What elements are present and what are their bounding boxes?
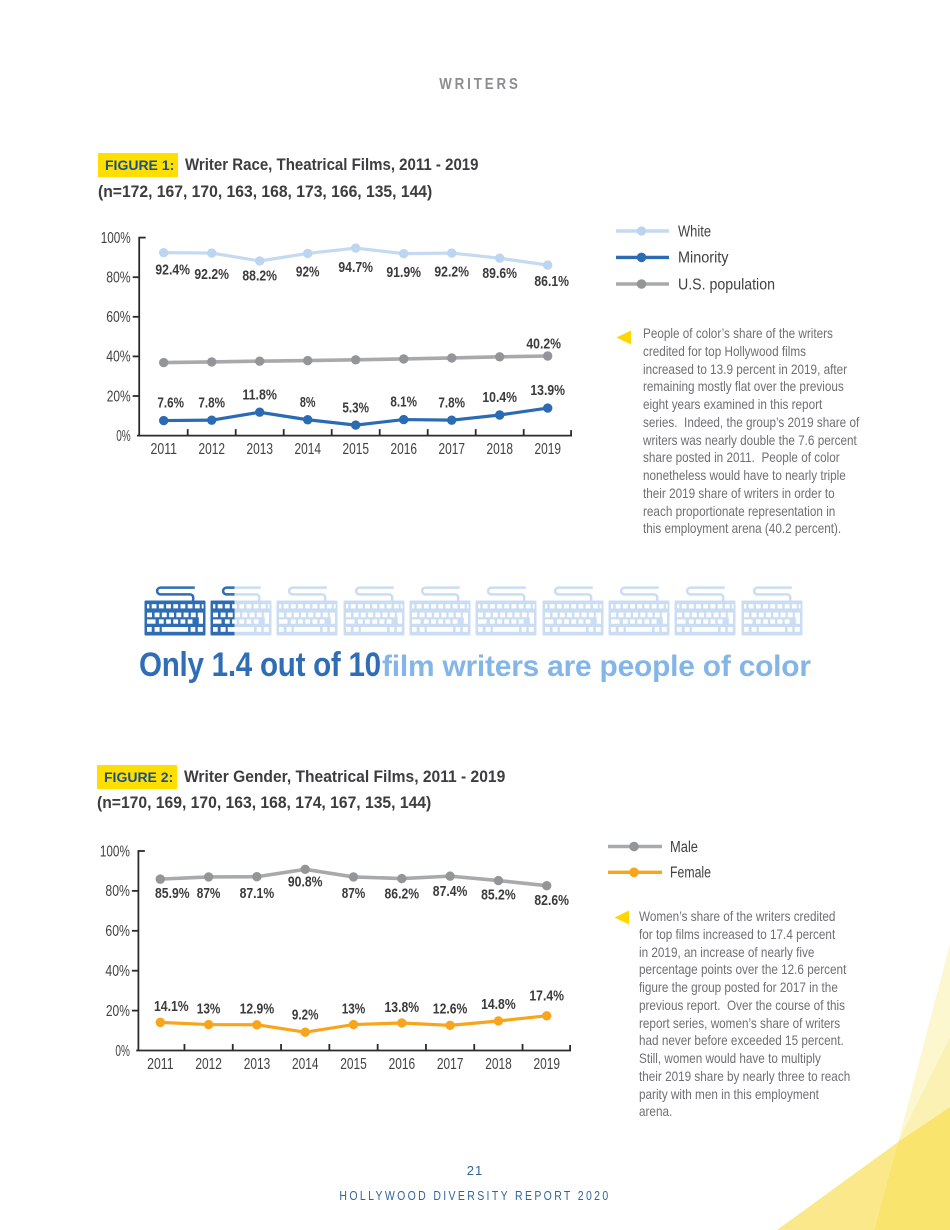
svg-text:82.6%: 82.6% bbox=[534, 893, 569, 909]
svg-text:90.8%: 90.8% bbox=[288, 875, 323, 891]
svg-text:2013: 2013 bbox=[247, 441, 274, 458]
svg-text:91.9%: 91.9% bbox=[386, 265, 421, 281]
svg-text:60%: 60% bbox=[105, 923, 130, 940]
svg-text:2011: 2011 bbox=[147, 1056, 174, 1073]
svg-text:92.2%: 92.2% bbox=[194, 267, 229, 283]
svg-text:2014: 2014 bbox=[292, 1056, 319, 1073]
svg-text:2012: 2012 bbox=[199, 441, 226, 458]
svg-text:2011: 2011 bbox=[151, 441, 178, 458]
svg-text:100%: 100% bbox=[101, 230, 131, 247]
svg-text:86.1%: 86.1% bbox=[534, 274, 569, 290]
svg-text:7.8%: 7.8% bbox=[438, 395, 465, 411]
svg-text:2019: 2019 bbox=[534, 1056, 561, 1073]
svg-text:2018: 2018 bbox=[485, 1056, 512, 1073]
svg-text:20%: 20% bbox=[106, 1003, 130, 1020]
svg-text:2015: 2015 bbox=[343, 441, 370, 458]
svg-text:13%: 13% bbox=[342, 1002, 366, 1018]
svg-text:5.3%: 5.3% bbox=[342, 400, 369, 416]
svg-text:9.2%: 9.2% bbox=[292, 1008, 319, 1024]
svg-text:60%: 60% bbox=[106, 309, 131, 326]
svg-text:10.4%: 10.4% bbox=[482, 390, 517, 406]
svg-text:13%: 13% bbox=[197, 1002, 221, 1018]
svg-text:2015: 2015 bbox=[340, 1056, 367, 1073]
svg-text:8%: 8% bbox=[300, 395, 316, 411]
svg-text:7.8%: 7.8% bbox=[198, 395, 225, 411]
svg-text:11.8%: 11.8% bbox=[242, 387, 277, 403]
svg-text:2012: 2012 bbox=[195, 1056, 222, 1073]
svg-text:40.2%: 40.2% bbox=[526, 337, 561, 353]
svg-text:0%: 0% bbox=[115, 1043, 130, 1060]
svg-text:12.9%: 12.9% bbox=[240, 1002, 275, 1018]
svg-text:2014: 2014 bbox=[295, 441, 322, 458]
svg-text:2018: 2018 bbox=[487, 441, 514, 458]
svg-text:87%: 87% bbox=[342, 886, 366, 902]
svg-text:17.4%: 17.4% bbox=[529, 989, 564, 1005]
svg-text:40%: 40% bbox=[105, 963, 130, 980]
svg-text:Male: Male bbox=[670, 839, 698, 856]
svg-text:Minority: Minority bbox=[678, 250, 729, 267]
svg-text:87%: 87% bbox=[197, 886, 221, 902]
svg-text:14.8%: 14.8% bbox=[481, 997, 516, 1013]
svg-text:87.1%: 87.1% bbox=[240, 886, 275, 902]
svg-text:94.7%: 94.7% bbox=[338, 260, 373, 276]
svg-text:88.2%: 88.2% bbox=[242, 269, 277, 285]
svg-text:Female: Female bbox=[670, 865, 711, 882]
svg-text:8.1%: 8.1% bbox=[390, 395, 417, 411]
svg-text:12.6%: 12.6% bbox=[433, 1002, 468, 1018]
svg-text:89.6%: 89.6% bbox=[482, 266, 517, 282]
svg-text:0%: 0% bbox=[116, 428, 131, 445]
svg-text:80%: 80% bbox=[106, 270, 131, 287]
svg-text:7.6%: 7.6% bbox=[157, 396, 184, 412]
svg-text:2017: 2017 bbox=[439, 441, 466, 458]
svg-text:92%: 92% bbox=[296, 265, 320, 281]
svg-text:92.2%: 92.2% bbox=[434, 265, 469, 281]
svg-text:13.8%: 13.8% bbox=[385, 1000, 420, 1016]
svg-text:White: White bbox=[678, 223, 711, 240]
svg-text:20%: 20% bbox=[107, 388, 131, 405]
svg-text:87.4%: 87.4% bbox=[433, 884, 468, 900]
svg-text:2019: 2019 bbox=[535, 441, 562, 458]
svg-text:85.9%: 85.9% bbox=[155, 886, 190, 902]
svg-text:U.S. population: U.S. population bbox=[678, 276, 775, 293]
svg-text:2016: 2016 bbox=[389, 1056, 416, 1073]
svg-text:86.2%: 86.2% bbox=[385, 887, 420, 903]
svg-text:14.1%: 14.1% bbox=[154, 999, 189, 1015]
svg-text:92.4%: 92.4% bbox=[155, 263, 190, 279]
svg-text:85.2%: 85.2% bbox=[481, 888, 516, 904]
svg-text:13.9%: 13.9% bbox=[530, 383, 565, 399]
svg-text:80%: 80% bbox=[105, 883, 130, 900]
svg-text:2017: 2017 bbox=[437, 1056, 464, 1073]
svg-text:2013: 2013 bbox=[244, 1056, 271, 1073]
svg-text:100%: 100% bbox=[100, 843, 130, 860]
svg-text:2016: 2016 bbox=[391, 441, 418, 458]
svg-text:40%: 40% bbox=[106, 349, 131, 366]
